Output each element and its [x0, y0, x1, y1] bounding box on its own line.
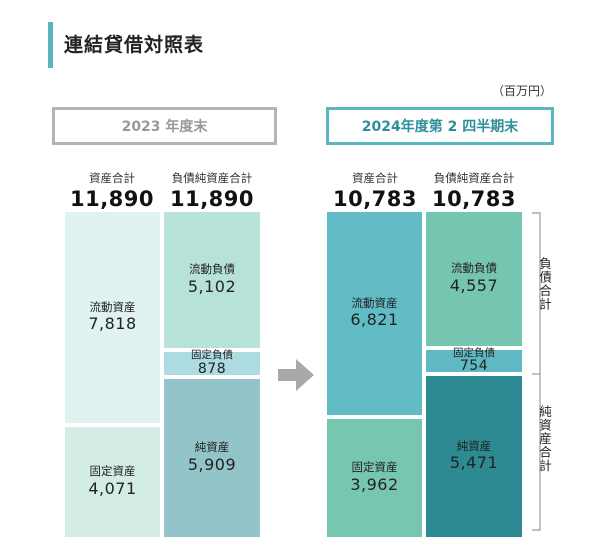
header-liab-2024: 負債純資産合計 10,783	[419, 170, 529, 211]
block-label: 流動資産	[89, 299, 136, 314]
block-fixed-assets-2023: 固定資産 4,071	[65, 427, 160, 537]
block-value: 4,071	[88, 478, 137, 498]
period-label-2024q2: 2024年度第 2 四半期末	[326, 107, 554, 145]
block-value: 878	[197, 360, 227, 377]
block-value: 5,471	[449, 453, 499, 473]
block-value: 5,102	[187, 276, 237, 296]
block-label: 純資産	[456, 438, 492, 453]
equity-total-vertical-label: 純資産合計	[537, 405, 552, 473]
block-label: 流動負債	[451, 261, 497, 276]
header-label: 資産合計	[352, 171, 398, 185]
unit-label: （百万円）	[492, 84, 553, 98]
period-label-2023: 2023 年度末	[52, 107, 277, 145]
header-liab-2023: 負債純資産合計 11,890	[157, 170, 267, 211]
block-current-liabilities-2024q2: 流動負債 4,557	[426, 212, 522, 346]
block-label: 固定資産	[351, 460, 398, 475]
header-total: 10,783	[431, 187, 517, 211]
block-fixed-liabilities-2024q2: 固定負債 754	[426, 346, 522, 375]
block-label: 固定負債	[191, 349, 233, 362]
bracket-line	[532, 212, 541, 531]
header-total: 10,783	[332, 187, 418, 211]
header-total: 11,890	[69, 187, 155, 211]
block-value: 6,821	[350, 310, 399, 330]
header-assets-2023: 資産合計 11,890	[57, 170, 167, 211]
header-total: 11,890	[169, 187, 255, 211]
block-fixed-liabilities-2023: 固定負債 878	[164, 349, 260, 377]
block-net-assets-2023: 純資産 5,909	[164, 379, 260, 537]
block-current-assets-2023: 流動資産 7,818	[65, 212, 160, 423]
title-accent-bar	[48, 22, 53, 68]
block-fixed-assets-2024q2: 固定資産 3,962	[327, 419, 422, 537]
block-label: 流動資産	[351, 295, 398, 310]
block-current-liabilities-2023: 流動負債 5,102	[164, 212, 260, 348]
block-value: 7,818	[88, 314, 137, 334]
block-value: 5,909	[187, 454, 237, 474]
header-label: 資産合計	[89, 171, 135, 185]
block-net-assets-2024q2: 純資産 5,471	[426, 376, 522, 537]
block-label: 純資産	[194, 440, 230, 455]
liabilities-total-vertical-label: 負債合計	[537, 257, 552, 311]
page-title: 連結貸借対照表	[64, 34, 205, 56]
block-label: 流動負債	[189, 262, 235, 277]
block-value: 3,962	[350, 474, 399, 494]
block-label: 固定資産	[89, 464, 136, 479]
block-current-assets-2024q2: 流動資産 6,821	[327, 212, 422, 415]
block-value: 4,557	[449, 275, 499, 295]
header-label: 負債純資産合計	[433, 171, 515, 185]
block-value: 754	[459, 358, 489, 375]
block-label: 固定負債	[453, 346, 495, 359]
header-assets-2024: 資産合計 10,783	[320, 170, 430, 211]
arrow-right-icon	[278, 359, 314, 391]
header-label: 負債純資産合計	[171, 171, 253, 185]
